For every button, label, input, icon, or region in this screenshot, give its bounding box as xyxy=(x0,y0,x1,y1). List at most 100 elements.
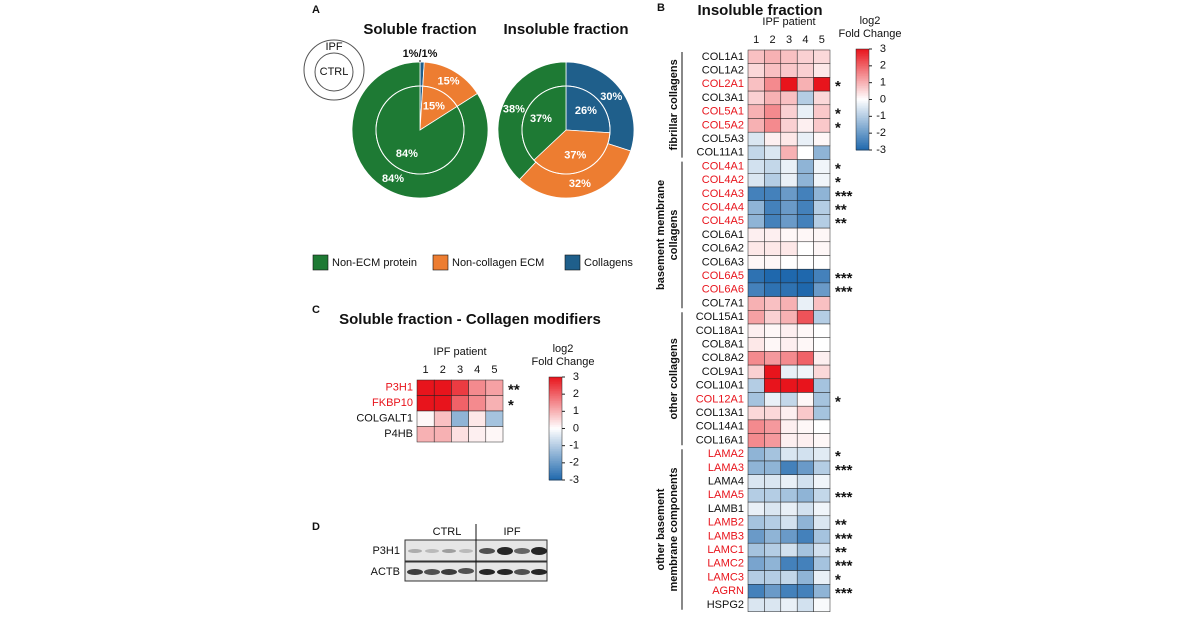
colorbar-step xyxy=(549,397,562,400)
row-label: P3H1 xyxy=(385,382,413,394)
colorbar-step xyxy=(856,118,869,121)
colorbar-step xyxy=(549,459,562,462)
colorbar-step xyxy=(549,418,562,421)
colorbar-step xyxy=(549,402,562,405)
colorbar-step xyxy=(856,82,869,85)
heat-cell xyxy=(747,556,765,571)
heat-cell xyxy=(780,214,798,229)
heat-cell xyxy=(780,433,798,448)
heat-cell xyxy=(451,395,469,412)
colorbar-step xyxy=(549,443,562,447)
colorbar-step xyxy=(856,111,869,114)
colorbar-step xyxy=(856,84,869,87)
colorbar-step xyxy=(549,433,562,436)
heat-cell xyxy=(764,501,782,517)
significance: * xyxy=(835,106,841,123)
heat-cell xyxy=(764,255,782,270)
heat-cell xyxy=(764,173,782,188)
row-label: COL4A3 xyxy=(702,188,744,200)
colorbar-step xyxy=(856,77,869,80)
heat-cell xyxy=(747,268,765,284)
heat-cell xyxy=(764,447,782,462)
heat-cell xyxy=(747,460,765,475)
schematic-label: IPF xyxy=(325,41,342,53)
heat-cell xyxy=(796,405,814,421)
heat-cell xyxy=(780,49,798,64)
colorbar-step xyxy=(549,425,562,428)
heat-cell xyxy=(780,131,798,147)
colorbar-step xyxy=(856,49,869,52)
schematic-label: CTRL xyxy=(320,66,349,78)
colorbar-title: Fold Change xyxy=(532,356,595,368)
schematic-outer xyxy=(303,39,365,101)
heat-cell xyxy=(747,419,765,434)
heat-cell xyxy=(747,296,765,311)
row-label: LAMA5 xyxy=(708,489,744,501)
colorbar-step xyxy=(549,377,562,380)
heat-cell xyxy=(796,296,814,311)
heatmap-title: Soluble fraction - Collagen modifiers xyxy=(339,311,601,328)
heat-cell xyxy=(764,77,782,92)
heat-cell xyxy=(780,584,798,599)
colorbar-step xyxy=(856,92,869,95)
column-label: 1 xyxy=(753,34,759,46)
colorbar-step xyxy=(549,438,562,442)
slice-label: 84% xyxy=(382,173,404,185)
colorbar-step xyxy=(549,457,562,460)
heat-cell xyxy=(813,488,831,503)
row-label: AGRN xyxy=(712,585,744,597)
colorbar-tick-label: 0 xyxy=(880,93,886,105)
colorbar-step xyxy=(856,67,869,70)
heat-cell xyxy=(764,104,782,119)
colorbar-step xyxy=(856,109,869,112)
colorbar-step xyxy=(856,72,869,75)
heat-cell xyxy=(764,323,782,338)
heat-cell xyxy=(813,186,831,201)
colorbar-step xyxy=(549,387,562,390)
colorbar-tick-label: 3 xyxy=(573,371,579,383)
heat-cell xyxy=(780,515,798,530)
heat-cell xyxy=(433,395,452,412)
colorbar-step xyxy=(856,146,869,149)
ring-divider xyxy=(375,85,465,175)
colorbar-step xyxy=(549,394,562,397)
heat-cell xyxy=(433,379,452,396)
slice-label: 15% xyxy=(437,76,459,88)
heat-cell xyxy=(780,378,798,393)
heat-cell xyxy=(780,529,798,544)
heat-cell xyxy=(796,145,814,160)
row-label: LAMB1 xyxy=(708,503,744,515)
colorbar-title: log2 xyxy=(553,343,574,355)
colorbar-step xyxy=(856,60,869,63)
heat-cell xyxy=(764,310,782,325)
heat-cell xyxy=(796,173,814,188)
heat-cell xyxy=(796,447,814,462)
panel-label: B xyxy=(657,2,665,14)
colorbar-title: Fold Change xyxy=(839,28,902,40)
colorbar-step xyxy=(856,52,869,55)
heat-cell xyxy=(813,255,831,270)
row-label: COLGALT1 xyxy=(356,413,413,425)
row-label: LAMA4 xyxy=(708,475,744,487)
heat-cell xyxy=(813,419,831,434)
heat-cell xyxy=(813,474,831,489)
group-label: basement membrane xyxy=(655,180,667,290)
heat-cell xyxy=(764,570,782,585)
heat-cell xyxy=(747,282,765,297)
heat-cell xyxy=(764,542,782,558)
heat-cell xyxy=(796,419,814,434)
heat-cell xyxy=(813,310,831,325)
band xyxy=(479,569,495,575)
colorbar-step xyxy=(549,462,562,466)
colorbar-step xyxy=(549,435,562,438)
band xyxy=(408,549,422,553)
colorbar-step xyxy=(856,136,869,139)
heat-cell xyxy=(780,474,798,489)
legend-label: Non-ECM protein xyxy=(332,257,417,269)
heat-cell xyxy=(796,323,814,338)
heat-cell xyxy=(796,186,814,201)
colorbar-step xyxy=(856,91,869,94)
heat-cell xyxy=(780,104,798,119)
heat-cell xyxy=(796,515,814,530)
blot-group: CTRL xyxy=(433,526,462,538)
